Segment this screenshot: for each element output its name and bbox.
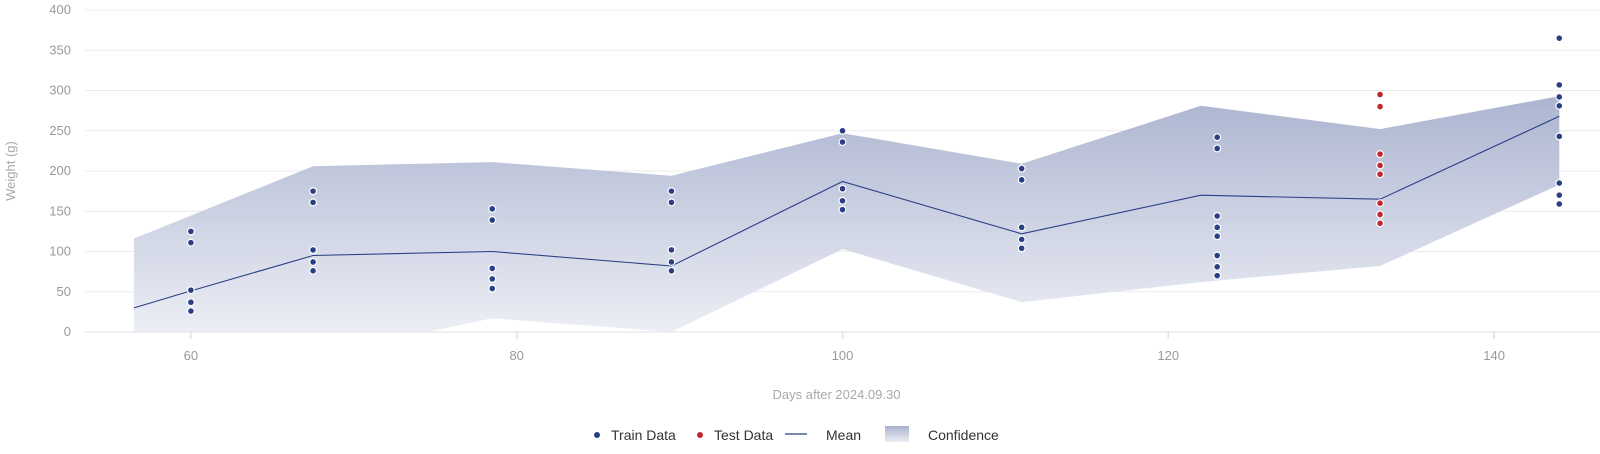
- train-point: [186, 238, 195, 247]
- y-tick-label: 100: [49, 244, 71, 259]
- data-points: [186, 34, 1564, 316]
- train-point: [1213, 144, 1222, 153]
- legend-test-marker: [697, 432, 703, 438]
- train-point: [309, 245, 318, 254]
- y-tick-label: 300: [49, 83, 71, 98]
- train-point: [1017, 175, 1026, 184]
- train-point: [838, 138, 847, 147]
- axes: 60 80 100 120 140: [85, 331, 1600, 363]
- y-tick-label: 50: [57, 284, 71, 299]
- train-point: [1555, 179, 1564, 188]
- legend-train-marker: [594, 432, 600, 438]
- y-tick-label: 0: [64, 324, 71, 339]
- test-point: [1376, 219, 1385, 228]
- mean-line-path: [133, 115, 1560, 309]
- legend-confidence-marker: [885, 426, 909, 442]
- legend-item-confidence: Confidence: [885, 426, 999, 443]
- train-point: [488, 284, 497, 293]
- legend-item-mean: Mean: [785, 427, 861, 443]
- x-tick-label: 80: [509, 348, 523, 363]
- legend-confidence-label: Confidence: [928, 427, 999, 443]
- test-point: [1376, 90, 1385, 99]
- x-tick-label: 100: [832, 348, 854, 363]
- test-point: [1376, 150, 1385, 159]
- train-point: [1555, 92, 1564, 101]
- train-point: [186, 298, 195, 307]
- legend-test-label: Test Data: [714, 427, 773, 443]
- train-point: [667, 266, 676, 275]
- train-point: [309, 198, 318, 207]
- train-point: [309, 266, 318, 275]
- legend-item-test: Test Data: [697, 427, 773, 443]
- train-point: [667, 245, 676, 254]
- train-point: [488, 204, 497, 213]
- train-point: [1555, 34, 1564, 43]
- y-tick-label: 200: [49, 163, 71, 178]
- train-point: [1213, 223, 1222, 232]
- legend: Train Data Test Data Mean Confidence: [594, 426, 999, 443]
- test-point: [1376, 199, 1385, 208]
- mean-line: [133, 115, 1560, 309]
- train-point: [1213, 212, 1222, 221]
- x-tick-label: 60: [184, 348, 198, 363]
- train-point: [1555, 132, 1564, 141]
- train-point: [1017, 223, 1026, 232]
- legend-item-train: Train Data: [594, 427, 676, 443]
- train-point: [186, 227, 195, 236]
- confidence-area: [133, 96, 1560, 332]
- test-point: [1376, 170, 1385, 179]
- train-point: [1213, 133, 1222, 142]
- x-tick-label: 120: [1157, 348, 1179, 363]
- train-point: [1017, 164, 1026, 173]
- train-point: [838, 184, 847, 193]
- train-point: [838, 126, 847, 135]
- test-point: [1376, 161, 1385, 170]
- y-tick-label: 150: [49, 203, 71, 218]
- x-tick-label: 140: [1483, 348, 1505, 363]
- train-point: [1017, 244, 1026, 253]
- legend-train-label: Train Data: [611, 427, 676, 443]
- train-point: [488, 216, 497, 225]
- train-point: [1017, 235, 1026, 244]
- train-point: [838, 196, 847, 205]
- y-tick-label: 250: [49, 123, 71, 138]
- y-tick-label: 350: [49, 42, 71, 57]
- test-point: [1376, 210, 1385, 219]
- train-point: [186, 286, 195, 295]
- x-axis-title: Days after 2024.09.30: [773, 387, 901, 402]
- train-point: [1555, 191, 1564, 200]
- train-point: [1555, 200, 1564, 209]
- train-point: [667, 187, 676, 196]
- train-point: [1213, 232, 1222, 241]
- train-point: [309, 187, 318, 196]
- train-point: [1555, 80, 1564, 89]
- train-point: [838, 205, 847, 214]
- y-axis-title: Weight (g): [3, 141, 18, 201]
- train-point: [309, 257, 318, 266]
- train-point: [1213, 262, 1222, 271]
- train-point: [186, 307, 195, 316]
- train-point: [488, 274, 497, 283]
- train-point: [667, 198, 676, 207]
- train-point: [1213, 251, 1222, 260]
- train-point: [667, 257, 676, 266]
- confidence-band: [133, 96, 1560, 332]
- train-point: [1555, 101, 1564, 110]
- train-point: [1213, 271, 1222, 280]
- test-point: [1376, 102, 1385, 111]
- legend-mean-label: Mean: [826, 427, 861, 443]
- train-point: [488, 264, 497, 273]
- y-tick-label: 400: [49, 2, 71, 17]
